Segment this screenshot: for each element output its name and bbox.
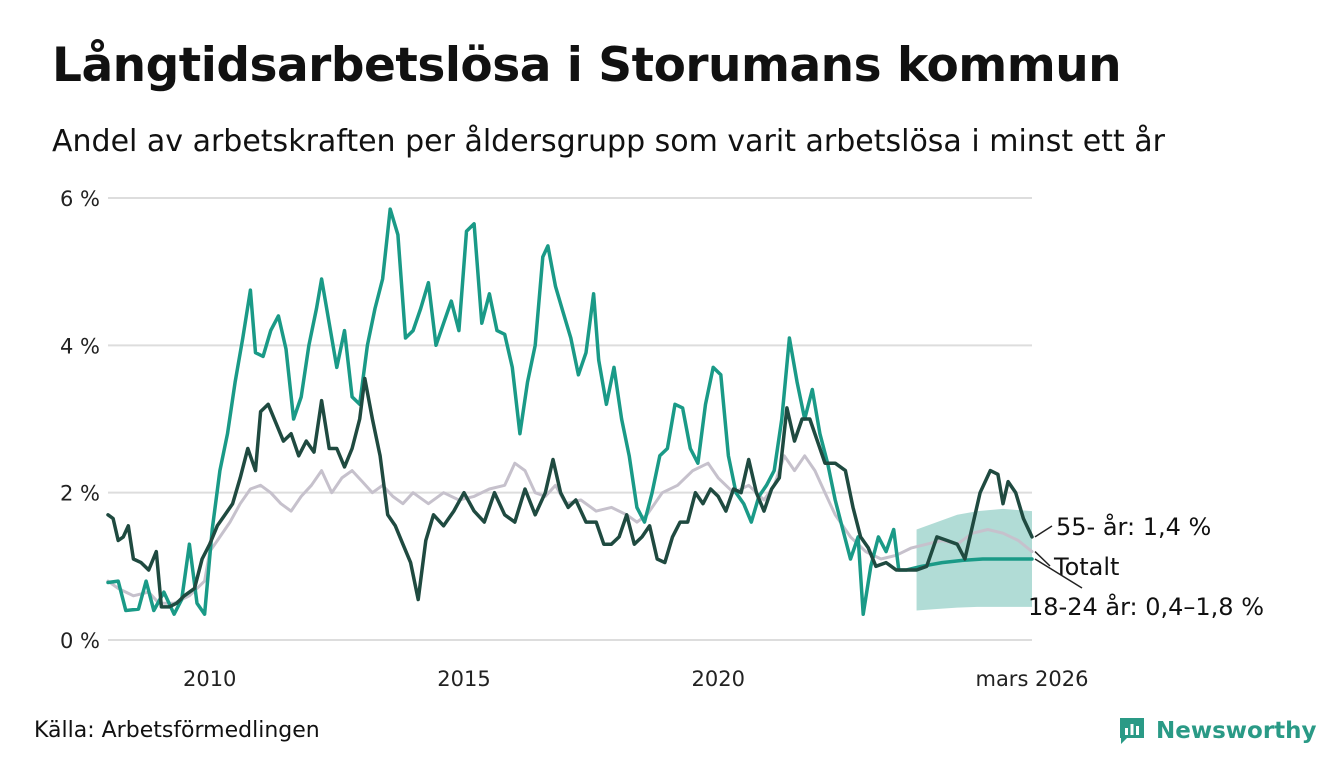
y-tick-label: 0 %	[60, 629, 100, 653]
x-tick-label: mars 2026	[975, 667, 1088, 691]
x-tick-label: 2015	[437, 667, 490, 691]
end-label-young: 18-24 år: 0,4–1,8 %	[1028, 592, 1264, 621]
brand-logo: Newsworthy	[1118, 714, 1317, 748]
leader-line-old	[1034, 525, 1053, 538]
end-label-old: 55- år: 1,4 %	[1056, 512, 1211, 541]
y-tick-label: 4 %	[60, 334, 100, 358]
source-text: Källa: Arbetsförmedlingen	[34, 718, 320, 743]
y-tick-label: 6 %	[60, 187, 100, 211]
x-tick-label: 2020	[692, 667, 745, 691]
chat-chart-icon	[1120, 718, 1144, 744]
y-tick-label: 2 %	[60, 482, 100, 506]
chart-subtitle: Andel av arbetskraften per åldersgrupp s…	[52, 124, 1165, 159]
series-line-old	[106, 376, 1034, 609]
leader-line-total	[1034, 551, 1051, 567]
leader-line-young	[1034, 558, 1083, 589]
axis-layer: 0 % 2 % 4 % 6 % 2010 2015 2020 mars 2026	[60, 187, 1089, 691]
series-layer	[106, 207, 1034, 616]
series-line-total	[106, 454, 1034, 605]
x-tick-label: 2010	[183, 667, 236, 691]
series-line-young	[106, 207, 1034, 616]
brand-name: Newsworthy	[1156, 718, 1317, 744]
grid-layer	[108, 197, 1032, 641]
chart-title: Långtidsarbetslösa i Storumans kommun	[52, 38, 1122, 93]
